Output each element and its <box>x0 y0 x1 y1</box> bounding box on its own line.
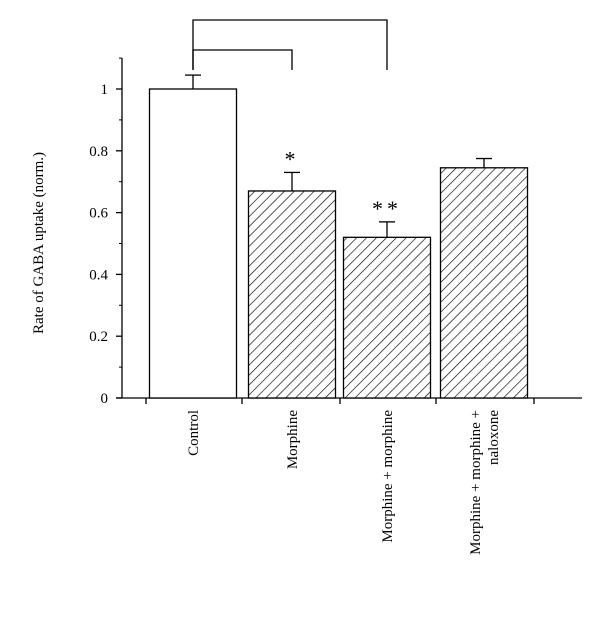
bars <box>148 88 529 399</box>
bar <box>342 236 432 399</box>
significance-marker: ** <box>372 196 402 221</box>
x-category-label: Morphine + morphine <box>380 410 396 543</box>
x-axis <box>116 397 582 404</box>
y-axis-label: Rate of GABA uptake (norm.) <box>31 152 47 334</box>
x-category-label: Morphine + morphine + <box>468 410 484 555</box>
bar <box>148 88 238 399</box>
significance-marker: * <box>285 146 300 171</box>
y-tick-label: 0.4 <box>89 267 108 283</box>
y-axis: 0 0.2 0.4 0.6 0.8 1 <box>89 57 123 407</box>
y-tick-label: 1 <box>101 82 109 98</box>
x-category-label: Morphine <box>285 410 301 470</box>
y-tick-label: 0.8 <box>89 144 108 160</box>
y-tick-label: 0.6 <box>89 206 108 222</box>
y-tick-label: 0.2 <box>89 329 108 345</box>
significance-markers: *** <box>285 146 402 221</box>
category-labels: Control Morphine Morphine + morphine Morphi… <box>186 410 502 555</box>
comparison-bracket <box>192 19 388 70</box>
error-bars <box>185 74 492 238</box>
comparison-bracket <box>192 49 293 70</box>
x-category-label: naloxone <box>486 410 502 465</box>
comparison-brackets <box>192 19 388 70</box>
x-category-label: Control <box>186 410 202 456</box>
bar <box>439 167 529 399</box>
bar <box>247 190 337 399</box>
y-tick-label: 0 <box>101 391 109 407</box>
